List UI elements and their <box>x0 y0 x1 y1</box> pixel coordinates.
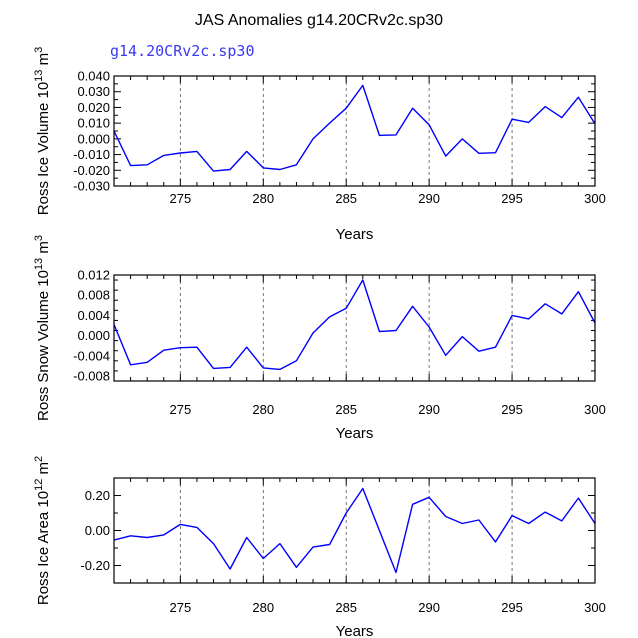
chart-title: JAS Anomalies g14.20CRv2c.sp30 <box>195 12 443 29</box>
y-tick-label: 0.040 <box>77 69 110 84</box>
y-tick-label: -0.020 <box>73 163 110 178</box>
plot-frame <box>113 477 596 584</box>
x-tick-label: 275 <box>169 600 191 615</box>
x-tick-label: 290 <box>418 402 440 417</box>
y-axis-title-part: 13 <box>33 258 45 270</box>
y-tick-label: 0.004 <box>77 308 110 323</box>
y-tick-label: -0.008 <box>73 368 110 383</box>
plot-frame <box>113 274 596 382</box>
y-tick-label: 0.00 <box>85 523 110 538</box>
y-axis-title-part: 3 <box>33 47 45 53</box>
y-axis-title-part: 12 <box>33 479 45 491</box>
x-axis-title: Years <box>336 623 374 638</box>
y-axis-title-part: 2 <box>33 456 45 462</box>
x-tick-label: 275 <box>169 191 191 206</box>
x-tick-label: 300 <box>584 600 606 615</box>
y-tick-label: 0.030 <box>77 84 110 99</box>
x-tick-label: 280 <box>252 600 274 615</box>
y-tick-label: 0.000 <box>77 131 110 146</box>
x-tick-label: 300 <box>584 402 606 417</box>
y-axis-title: Ross Ice Volume 1013 m3 <box>33 47 52 215</box>
y-tick-label: 0.020 <box>77 100 110 115</box>
plot-frame <box>113 75 596 187</box>
x-tick-label: 295 <box>501 191 523 206</box>
y-axis-title: Ross Snow Volume 1013 m3 <box>33 235 52 421</box>
chart-panels: 275 280 285 290 295 3000.0400.0300.0200.0100.… <box>33 47 606 638</box>
x-axis-title: Years <box>336 226 374 243</box>
y-axis-title-part: 3 <box>33 235 45 241</box>
x-tick-label: 285 <box>335 191 357 206</box>
y-tick-label: 0.20 <box>85 488 110 503</box>
y-axis-title-part: Ross Ice Volume 10 <box>35 82 52 215</box>
y-tick-label: 0.008 <box>77 288 110 303</box>
y-tick-label: -0.010 <box>73 147 110 162</box>
y-tick-label: 0.012 <box>77 268 110 283</box>
x-tick-label: 280 <box>252 402 274 417</box>
y-tick-label: -0.004 <box>73 348 110 363</box>
y-axis-title-part: m <box>35 53 52 70</box>
y-tick-label: -0.030 <box>73 179 110 194</box>
x-tick-label: 290 <box>418 600 440 615</box>
y-axis-title-part: m <box>35 241 52 258</box>
series-line <box>113 279 596 371</box>
x-tick-label: 285 <box>335 600 357 615</box>
legend-label: g14.20CRv2c.sp30 <box>110 42 255 60</box>
x-tick-label: 295 <box>501 600 523 615</box>
x-tick-label: 275 <box>169 402 191 417</box>
y-axis-title-part: Ross Snow Volume 10 <box>35 270 52 421</box>
y-axis-title: Ross Ice Area 1012 m2 <box>33 456 52 605</box>
x-tick-label: 285 <box>335 402 357 417</box>
y-axis-title-part: Ross Ice Area 10 <box>35 491 52 605</box>
panel-2: 275 280 285 290 295 300 0.012 0.008 0.004 0.000 -0… <box>33 235 606 442</box>
x-tick-label: 290 <box>418 191 440 206</box>
y-tick-label: 0.000 <box>77 328 110 343</box>
x-axis-title: Years <box>336 425 374 442</box>
panel-1: 275 280 285 290 295 300 0.0400.0300.0200.0100.… <box>33 47 606 243</box>
x-tick-label: 300 <box>584 191 606 206</box>
x-tick-label: 280 <box>252 191 274 206</box>
y-tick-label: -0.20 <box>80 558 110 573</box>
y-axis-title-part: m <box>35 462 52 479</box>
panel-3: 275 280 285 290 295 300 0.20 0.00 -0.20 Years Ross… <box>33 456 606 638</box>
y-axis-title-part: 13 <box>33 70 45 82</box>
series-line <box>113 84 596 172</box>
x-tick-label: 295 <box>501 402 523 417</box>
series-line <box>113 487 596 574</box>
y-tick-label: 0.010 <box>77 116 110 131</box>
